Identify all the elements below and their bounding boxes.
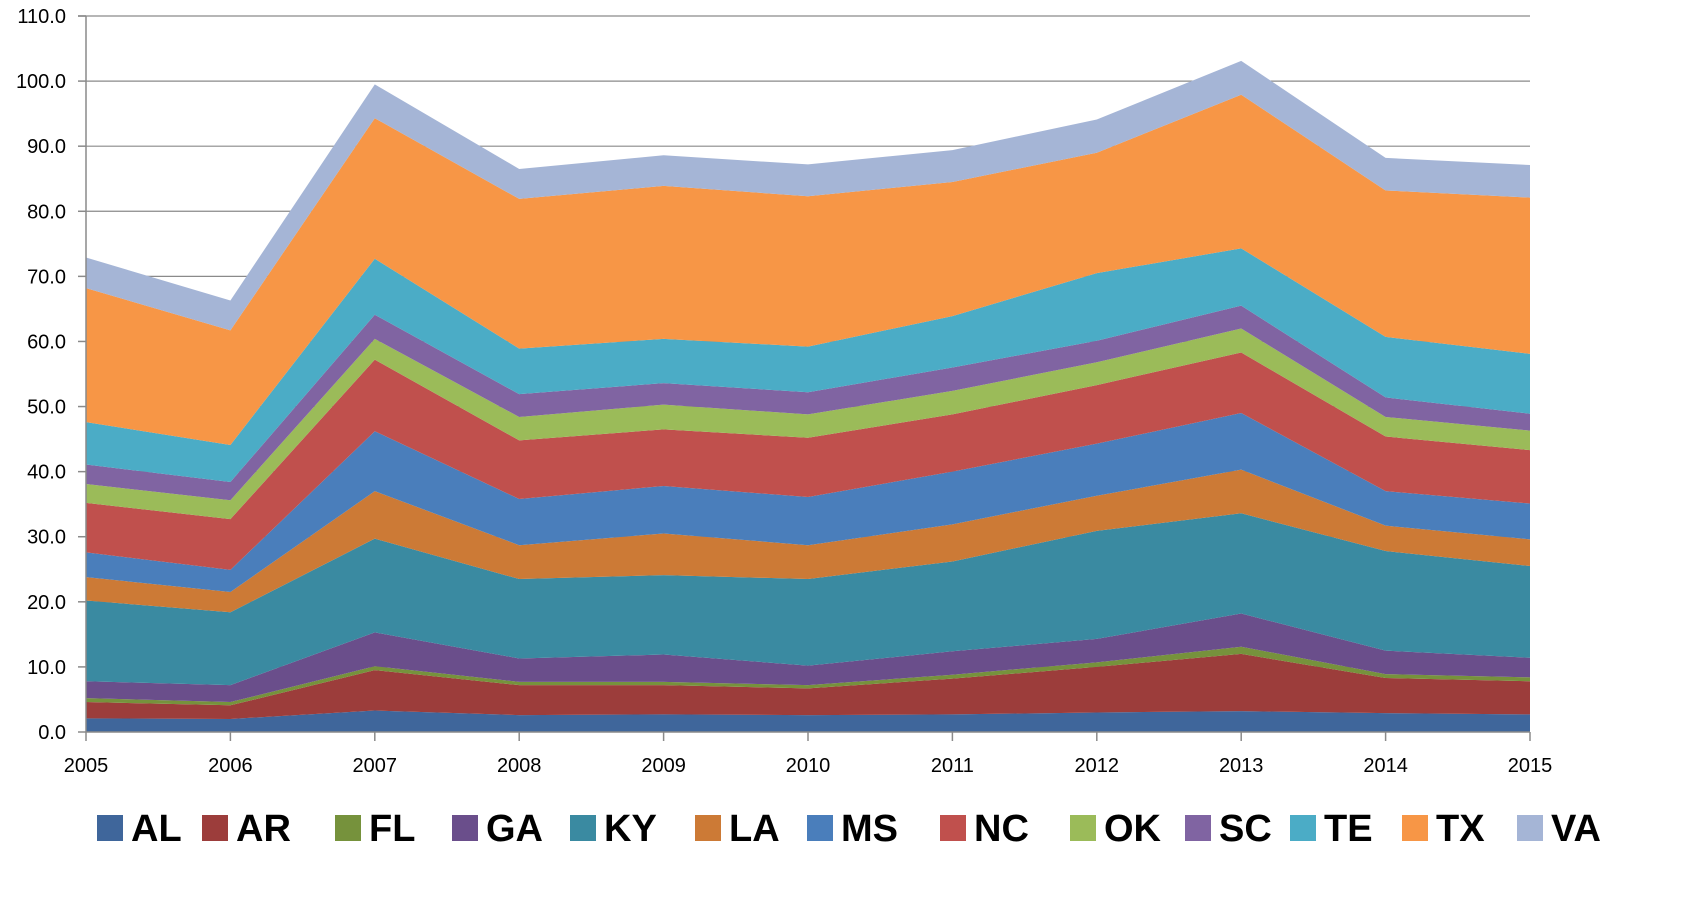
axes — [78, 15, 1531, 741]
area-ar — [86, 653, 1530, 719]
legend-label: NC — [974, 808, 1029, 850]
x-tick-label: 2005 — [64, 755, 109, 777]
legend-item-nc: NC — [940, 808, 1029, 850]
x-tick-label: 2015 — [1508, 755, 1553, 777]
legend-item-sc: SC — [1185, 808, 1272, 850]
x-tick-label: 2014 — [1363, 755, 1408, 777]
y-tick-labels: 0.0 10.0 20.0 30.0 40.0 50.0 60.0 70.0 80.0 90.0 1… — [16, 6, 66, 744]
legend-swatch — [1517, 815, 1543, 841]
area-la — [86, 469, 1530, 613]
legend-item-ok: OK — [1070, 808, 1162, 850]
legend-swatch — [940, 815, 966, 841]
legend-label: TX — [1436, 808, 1485, 850]
area-nc — [86, 352, 1530, 570]
y-tick-label: 30.0 — [27, 527, 66, 549]
legend-item-ms: MS — [807, 808, 898, 850]
legend-swatch — [97, 815, 123, 841]
legend-swatch — [452, 815, 478, 841]
y-tick-label: 80.0 — [27, 201, 66, 223]
legend-label: AR — [236, 808, 291, 850]
legend-item-va: VA — [1517, 808, 1601, 850]
legend-label: SC — [1219, 808, 1272, 850]
legend-swatch — [695, 815, 721, 841]
legend: AL AR FL GA KY LA MS NC OK SC TE TX VA — [97, 808, 1601, 850]
x-tick-label: 2006 — [208, 755, 253, 777]
area-al — [86, 710, 1530, 732]
legend-label: TE — [1324, 808, 1373, 850]
x-tick-label: 2010 — [786, 755, 831, 777]
legend-item-ky: KY — [570, 808, 657, 850]
area-tx — [86, 94, 1530, 445]
legend-swatch — [1402, 815, 1428, 841]
legend-label: KY — [604, 808, 657, 850]
x-tick-label: 2007 — [353, 755, 398, 777]
area-va — [86, 60, 1530, 331]
area-ga — [86, 613, 1530, 703]
area-ms — [86, 413, 1530, 593]
x-tick-label: 2012 — [1075, 755, 1120, 777]
legend-swatch — [1290, 815, 1316, 841]
area-ok — [86, 328, 1530, 520]
y-tick-label: 90.0 — [27, 136, 66, 158]
legend-label: MS — [841, 808, 898, 850]
y-tick-label: 50.0 — [27, 397, 66, 419]
legend-label: VA — [1551, 808, 1601, 850]
legend-label: GA — [486, 808, 543, 850]
x-tick-label: 2013 — [1219, 755, 1264, 777]
y-tick-label: 100.0 — [16, 71, 66, 93]
x-tick-labels: 2005 2006 2007 2008 2009 2010 2011 2012 2013 2014… — [64, 755, 1553, 777]
legend-item-fl: FL — [335, 808, 415, 850]
y-tick-label: 10.0 — [27, 657, 66, 679]
area-te — [86, 248, 1530, 483]
legend-swatch — [1185, 815, 1211, 841]
legend-label: LA — [729, 808, 780, 850]
x-tick-label: 2008 — [497, 755, 542, 777]
y-tick-label: 0.0 — [38, 722, 66, 744]
legend-swatch — [570, 815, 596, 841]
area-series — [86, 60, 1530, 732]
legend-item-ga: GA — [452, 808, 543, 850]
legend-swatch — [335, 815, 361, 841]
legend-label: OK — [1104, 808, 1162, 850]
x-tick-label: 2009 — [641, 755, 686, 777]
y-tick-label: 60.0 — [27, 331, 66, 353]
area-sc — [86, 305, 1530, 501]
legend-item-la: LA — [695, 808, 780, 850]
legend-item-al: AL — [97, 808, 182, 850]
legend-item-te: TE — [1290, 808, 1373, 850]
y-tick-label: 40.0 — [27, 462, 66, 484]
legend-item-tx: TX — [1402, 808, 1485, 850]
legend-item-ar: AR — [202, 808, 291, 850]
legend-label: AL — [131, 808, 182, 850]
x-tick-label: 2011 — [931, 755, 974, 777]
y-tick-label: 70.0 — [27, 266, 66, 288]
legend-swatch — [202, 815, 228, 841]
legend-swatch — [1070, 815, 1096, 841]
legend-swatch — [807, 815, 833, 841]
legend-label: FL — [369, 808, 415, 850]
area-ky — [86, 513, 1530, 686]
y-tick-label: 110.0 — [17, 6, 66, 28]
y-tick-label: 20.0 — [27, 592, 66, 614]
